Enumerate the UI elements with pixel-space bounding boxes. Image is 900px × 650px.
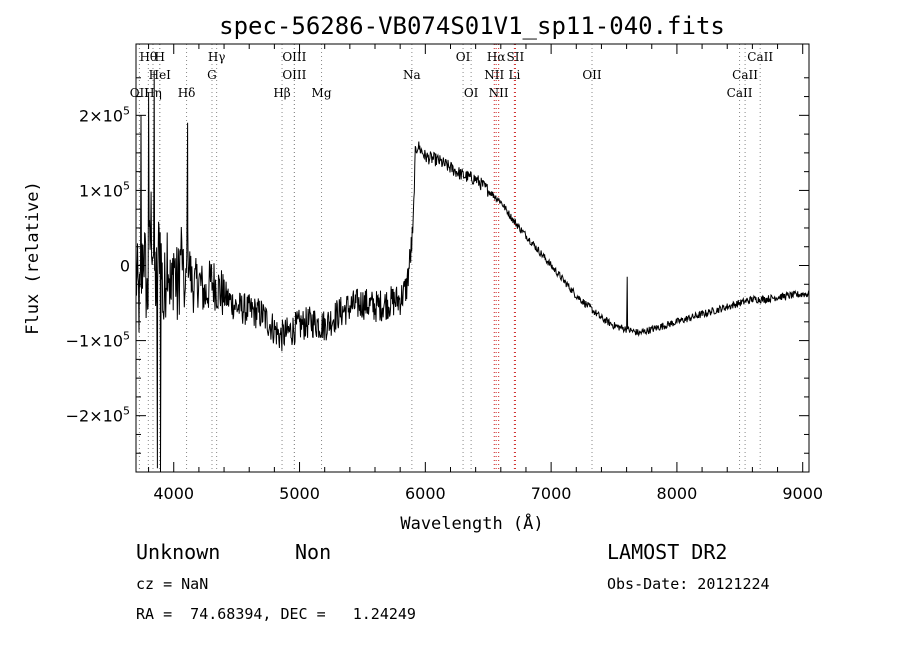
spectral-line-label: OIII [282, 68, 306, 82]
observation-date: Obs-Date: 20121224 [607, 575, 770, 593]
x-tick-label: 9000 [782, 484, 823, 503]
spectral-line-label: CaII [727, 86, 753, 100]
spectral-line-label: Li [508, 68, 520, 82]
x-tick-label: 7000 [531, 484, 572, 503]
x-axis-ticks: 4000 5000 6000 7000 8000 9000 [148, 44, 823, 503]
x-tick-label: 6000 [405, 484, 446, 503]
object-subclass: Non [295, 540, 332, 564]
spectral-line-label: NII [484, 68, 504, 82]
x-tick-label: 8000 [657, 484, 698, 503]
y-tick-label: 1×105 [79, 179, 130, 200]
y-axis-label: Flux (relative) [23, 181, 43, 335]
spectral-line-label: OII [582, 68, 602, 82]
spectral-line-label: Hα [487, 50, 506, 64]
x-tick-label: 4000 [153, 484, 194, 503]
spectral-line-label: CaII [732, 68, 758, 82]
spectral-line-label: CaII [747, 50, 773, 64]
y-tick-label: −2×105 [66, 405, 130, 426]
spectral-line-label: OIII [282, 50, 306, 64]
y-tick-label: 2×105 [79, 104, 130, 125]
spectral-line-label: HeI [149, 68, 172, 82]
survey-release: LAMOST DR2 [607, 540, 728, 564]
y-axis-ticks: 2×105 1×105 0 −1×105 −2×105 [66, 77, 809, 454]
x-tick-label: 5000 [279, 484, 320, 503]
spectral-line-label: SII [507, 50, 525, 64]
spectral-line-label: H [155, 50, 165, 64]
object-class: Unknown [136, 540, 221, 564]
spectral-line-label: Hδ [178, 86, 196, 100]
plot-frame [135, 43, 810, 473]
spectral-line-label: OI [464, 86, 479, 100]
spectral-line-label: Na [403, 68, 421, 82]
y-tick-label: −1×105 [66, 330, 130, 351]
spectrum-line [135, 70, 810, 473]
spectral-line-label: Hη [144, 86, 162, 100]
chart-title: spec-56286-VB074S01V1_sp11-040.fits [219, 12, 725, 40]
coordinates: RA = 74.68394, DEC = 1.24249 [136, 605, 416, 623]
spectral-line-label: OI [456, 50, 471, 64]
spectral-line-markers [138, 44, 761, 472]
spectral-line-label: OII [130, 86, 150, 100]
y-tick-label: 0 [120, 257, 130, 276]
redshift-value: cz = NaN [136, 575, 209, 593]
spectral-line-labels: HθH Hγ OIII OI Hα SII CaII HeI G OIII Na NII Li OII Ca… [130, 50, 774, 100]
spectral-line-label: NII [489, 86, 509, 100]
spectral-line-label: G [207, 68, 217, 82]
x-axis-label: Wavelength (Å) [400, 512, 543, 534]
spectral-line-label: Hθ [139, 50, 157, 64]
spectral-line-label: Hγ [208, 50, 226, 64]
spectral-line-label: Mg [312, 86, 332, 100]
spectral-line-label: Hβ [273, 86, 290, 100]
